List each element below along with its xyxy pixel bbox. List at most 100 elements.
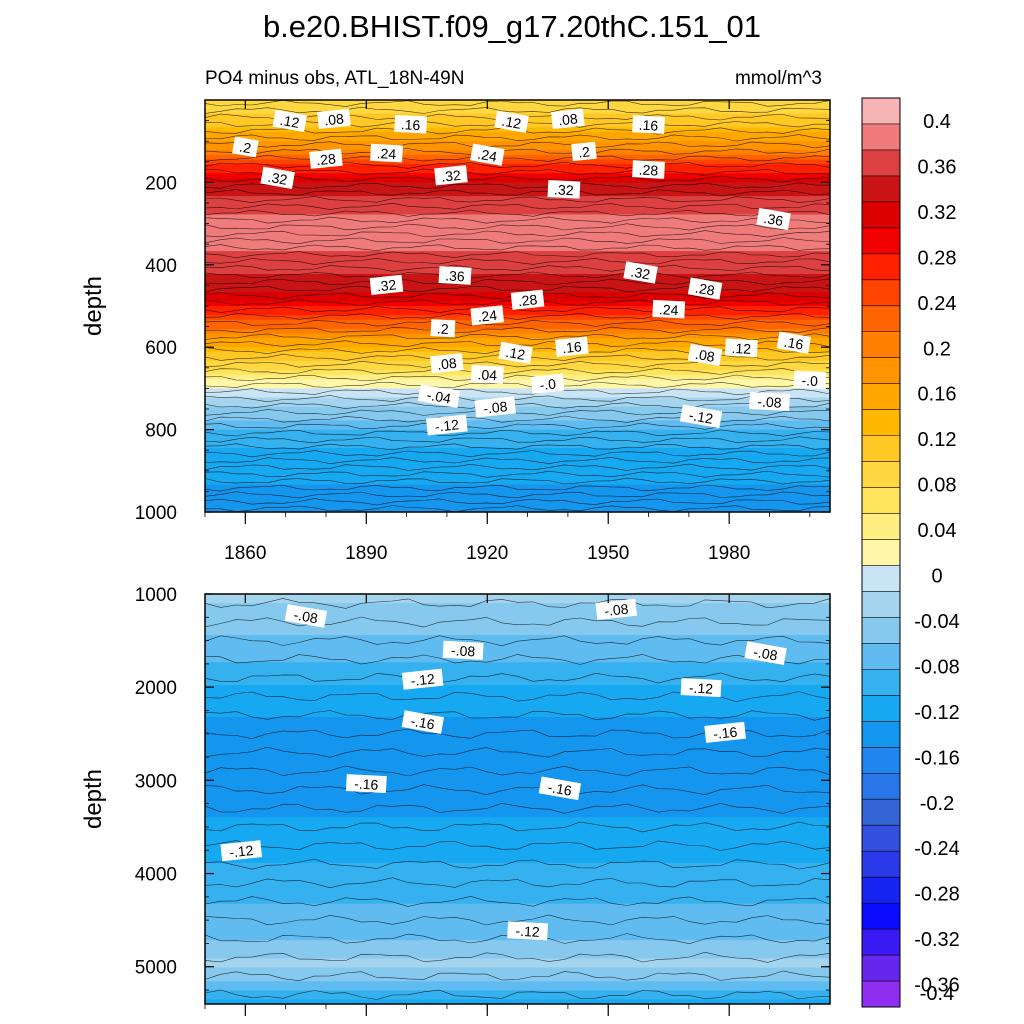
upper-panel-band	[205, 406, 830, 412]
lower-panel-band	[205, 821, 830, 827]
upper-panel-contour-label: .08	[430, 353, 464, 374]
upper-panel-band	[205, 269, 830, 275]
lower-panel-band	[205, 671, 830, 677]
upper-panel-band	[205, 360, 830, 367]
lower-panel-band	[205, 657, 830, 663]
lower-panel-contour-label: -.16	[538, 776, 582, 801]
upper-panel-contour-line	[205, 271, 830, 279]
colorbar-swatch	[862, 591, 900, 618]
colorbar-label: 0.04	[918, 520, 957, 542]
upper-panel-y-tick-label: 200	[145, 173, 177, 194]
upper-panel-contour-label-text: .24	[376, 145, 396, 162]
upper-panel-contour-line	[205, 244, 830, 251]
upper-panel-band	[205, 484, 830, 490]
colorbar-swatch	[862, 149, 900, 177]
upper-panel-band	[205, 434, 830, 440]
upper-panel-contour-label: -.0	[793, 370, 827, 390]
lower-panel-band	[205, 694, 830, 700]
lower-panel-band	[205, 985, 830, 991]
upper-panel-contour-line	[205, 450, 830, 458]
lower-panel-band	[205, 999, 830, 1004]
lower-panel-y-axis: 1000 2000 3000 4000 5000	[135, 585, 830, 991]
lower-panel-band	[205, 940, 830, 946]
upper-panel-band	[205, 466, 830, 472]
lower-panel-band	[205, 676, 830, 682]
lower-panel-band	[205, 612, 830, 618]
colorbar-label: 0.36	[918, 156, 957, 178]
upper-panel-contour-label: .04	[470, 364, 504, 384]
upper-panel-contour-line	[205, 436, 830, 444]
colorbar-swatch	[862, 357, 900, 384]
upper-panel-contour-line	[205, 100, 830, 107]
colorbar-swatch	[862, 773, 900, 800]
upper-panel-contour-label: -.08	[474, 396, 517, 418]
lower-panel-band	[205, 908, 830, 914]
colorbar-swatch	[862, 565, 900, 592]
upper-panel-contour-label: .24	[652, 299, 686, 319]
colorbar-label: -0.12	[914, 702, 960, 724]
colorbar-swatch	[862, 851, 900, 878]
lower-panel-y-tick-label: 5000	[135, 958, 177, 979]
upper-panel-band	[205, 397, 830, 403]
lower-panel-y-tick-label: 2000	[135, 678, 177, 699]
upper-panel-band	[205, 415, 830, 422]
colorbar-swatch	[862, 409, 900, 436]
upper-panel-contour-label: .32	[547, 179, 581, 199]
lower-panel-contour-label-text: -.12	[410, 670, 436, 688]
lower-panel-band	[205, 735, 830, 741]
upper-panel-contour-line	[205, 333, 830, 341]
upper-panel-contour-line	[205, 168, 830, 176]
lower-panel-band	[205, 830, 830, 837]
lower-panel-band	[205, 981, 830, 987]
upper-panel-contour-label-text: .08	[694, 346, 716, 365]
upper-panel-contour-line	[205, 395, 830, 403]
lower-panel-band	[205, 899, 830, 905]
upper-panel-contour-line	[205, 216, 830, 224]
colorbar-swatch	[862, 253, 900, 281]
upper-panel-contour-line	[205, 498, 830, 506]
upper-panel-contour-label: .08	[317, 108, 351, 130]
lower-panel-band	[205, 994, 830, 1001]
lower-panel-contour-label: -.08	[442, 640, 484, 660]
upper-panel-y-tick-label: 1000	[135, 503, 177, 524]
upper-panel-band	[205, 196, 830, 202]
lower-panel-band	[205, 717, 830, 723]
colorbar-swatch	[862, 825, 900, 852]
upper-panel-contour-line	[205, 505, 830, 512]
lower-panel-band	[205, 639, 830, 645]
colorbar-label: -0.16	[914, 747, 960, 769]
upper-panel-contour-label-text: .28	[315, 150, 336, 168]
upper-panel-contour-line	[205, 202, 830, 210]
colorbar-swatch	[862, 877, 900, 904]
upper-panel-band	[205, 159, 830, 165]
lower-panel-band	[205, 949, 830, 955]
upper-panel-x-tick-label: 1860	[224, 543, 266, 564]
upper-panel-contour-line	[205, 154, 830, 162]
upper-panel-contour-label-text: .36	[445, 267, 465, 284]
lower-panel-band	[205, 776, 830, 782]
upper-panel-band	[205, 489, 830, 495]
lower-panel-fill	[205, 594, 830, 1004]
upper-panel-contour-line	[205, 209, 830, 217]
lower-panel-contour-label: -.16	[704, 721, 746, 743]
upper-panel-band	[205, 241, 830, 248]
lower-panel-band	[205, 594, 830, 600]
lower-panel-band	[205, 621, 830, 627]
lower-panel-contour-label-text: -.12	[515, 923, 540, 940]
upper-panel-contour-label-text: .32	[630, 263, 652, 282]
upper-panel-contour-label-text: .24	[477, 307, 498, 325]
colorbar-label: 0	[931, 566, 942, 588]
upper-panel-contour-line	[205, 408, 830, 416]
upper-panel-contour-label-text: .16	[638, 117, 658, 134]
lower-panel-contour-line	[205, 951, 830, 963]
upper-panel-contour-label: .24	[370, 143, 403, 163]
lower-panel-band	[205, 990, 830, 996]
upper-panel-contour-line	[205, 367, 830, 375]
upper-panel-contour-label-text: .08	[557, 110, 578, 128]
upper-panel-contour-line	[205, 415, 830, 423]
colorbar-label: 0.08	[918, 475, 957, 497]
upper-panel-contour-line	[205, 326, 830, 334]
upper-panel-band	[205, 168, 830, 174]
lower-panel-contour-label: -.08	[284, 604, 328, 628]
colorbar-label: -0.08	[914, 656, 960, 678]
